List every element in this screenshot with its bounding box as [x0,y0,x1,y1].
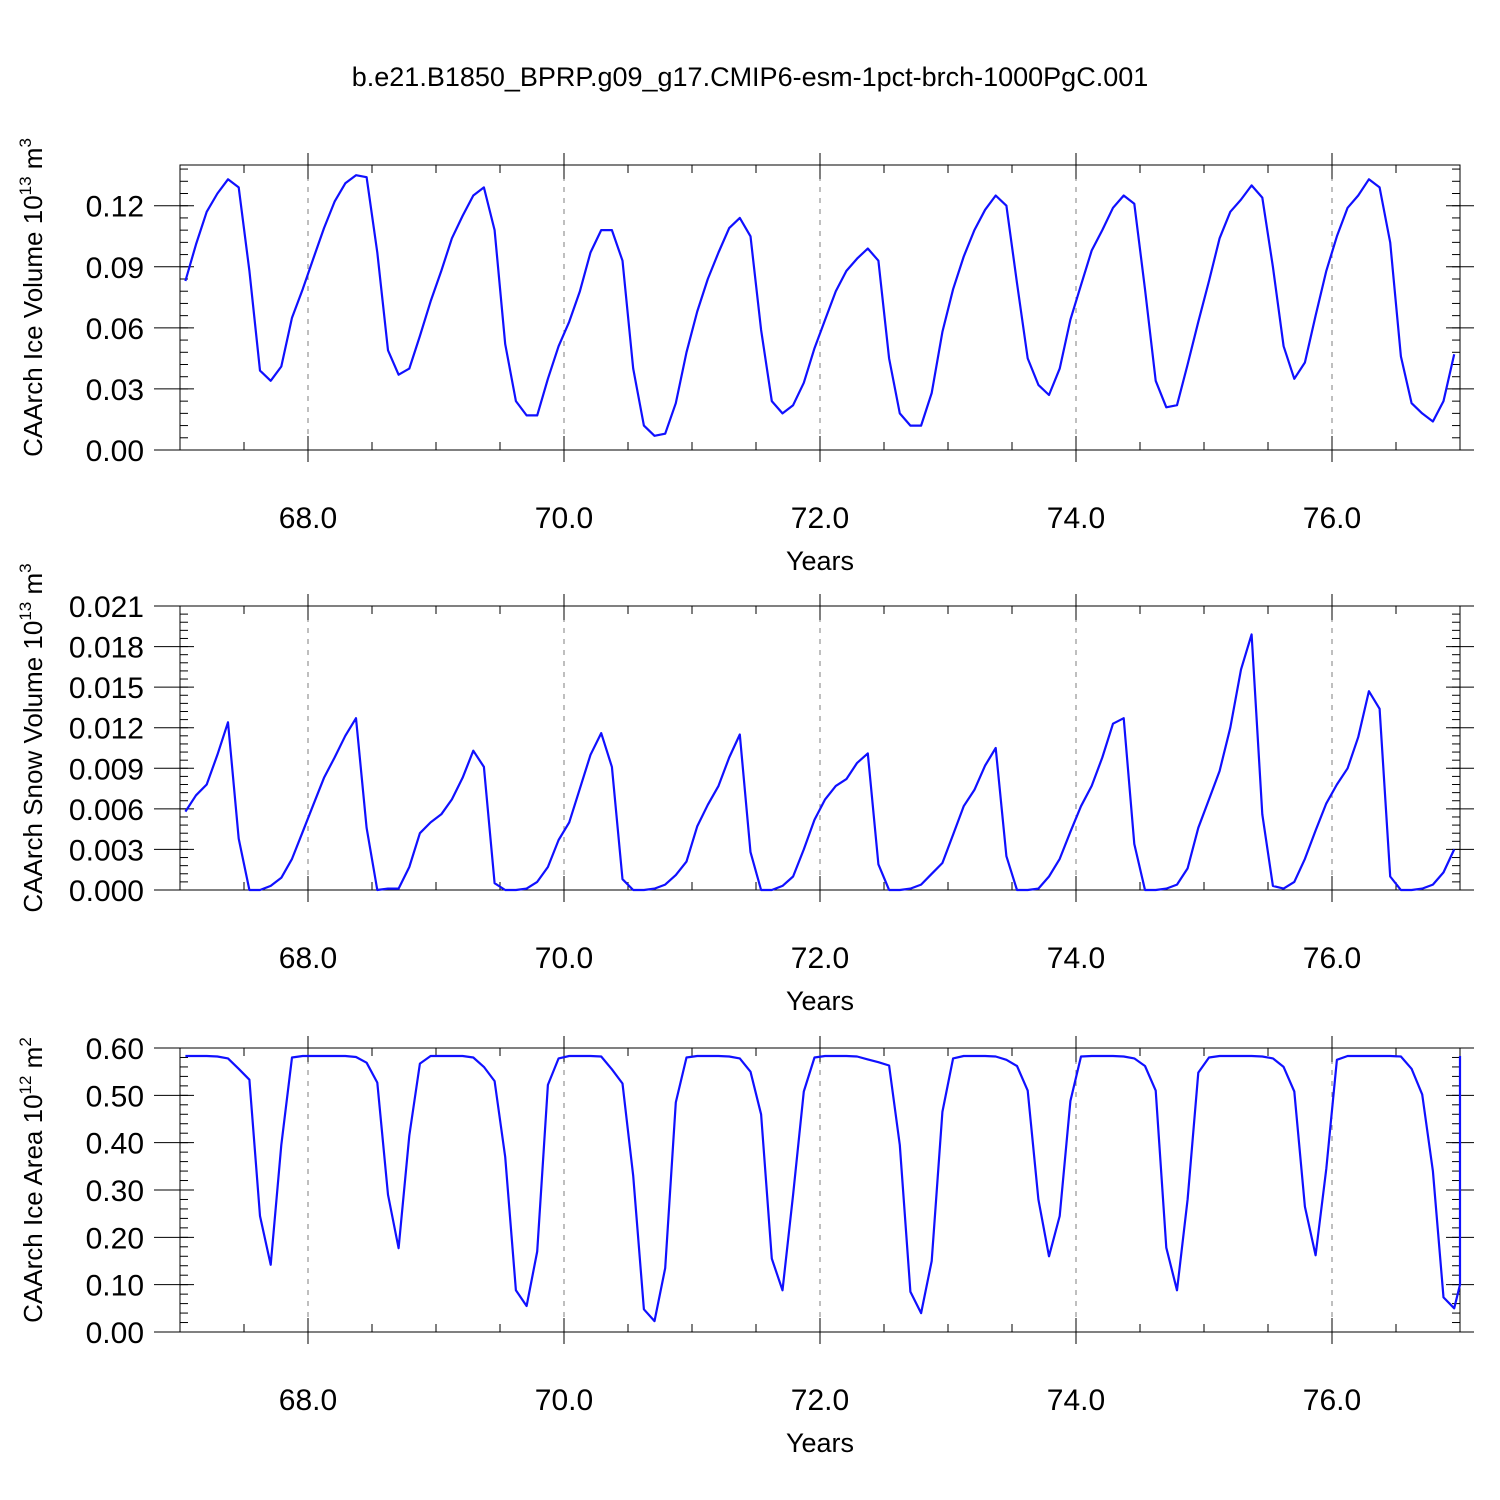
ice-volume-xtick-label-4: 76.0 [1303,502,1361,535]
snow-volume-ytick-label-7: 0.021 [69,591,144,624]
ice-area-ytick-label-3: 0.30 [86,1175,144,1208]
ice-area-panel: 68.0 70.0 72.0 74.0 76.0 0.00 0.10 0.20 0.30 0.40… [16,1033,1474,1458]
ice-area-ytick-label-6: 0.60 [86,1033,144,1066]
snow-volume-xtick-label-1: 70.0 [535,942,593,975]
ice-area-xtick-label-3: 74.0 [1047,1384,1105,1417]
snow-volume-ytick-label-6: 0.018 [69,632,144,665]
ice-area-ytick-label-4: 0.40 [86,1128,144,1161]
snow-volume-ytick-label-1: 0.003 [69,834,144,867]
ice-area-xtick-label-4: 76.0 [1303,1384,1361,1417]
ice-volume-series-line [184,174,1456,437]
snow-volume-panel: 68.0 70.0 72.0 74.0 76.0 0.000 0.003 0.006 0.009… [16,563,1474,1016]
ice-area-series-line [185,1054,1462,1323]
ice-volume-plot-frame [179,164,1461,451]
snow-volume-yaxis-label: CAArch Snow Volume 1013 m3 [16,563,48,912]
ice-volume-ytick-label-3: 0.09 [86,252,144,285]
ice-volume-xtick-label-1: 70.0 [535,502,593,535]
ice-area-ytick-label-5: 0.50 [86,1080,144,1113]
snow-volume-ytick-label-5: 0.015 [69,672,144,705]
snow-volume-xaxis-label: Years [786,986,854,1016]
ice-area-xtick-label-0: 68.0 [279,1384,337,1417]
ice-volume-xtick-label-2: 72.0 [791,502,849,535]
snow-volume-ytick-label-0: 0.000 [69,875,144,908]
ice-area-ytick-label-0: 0.00 [86,1317,144,1350]
ice-area-plot-frame [179,1047,1461,1333]
ice-volume-xaxis-label: Years [786,546,854,576]
ice-volume-ytick-label-1: 0.03 [86,374,144,407]
ice-area-xtick-label-2: 72.0 [791,1384,849,1417]
ice-area-xaxis-label: Years [786,1428,854,1458]
ice-volume-xtick-label-3: 74.0 [1047,502,1105,535]
ice-area-yaxis-label: CAArch Ice Area 1012 m2 [16,1037,48,1323]
ice-volume-ytick-label-2: 0.06 [86,313,144,346]
ice-volume-ytick-label-0: 0.00 [86,435,144,468]
ice-area-ytick-label-1: 0.10 [86,1270,144,1303]
ice-area-xtick-label-1: 70.0 [535,1384,593,1417]
snow-volume-ytick-label-2: 0.006 [69,794,144,827]
snow-volume-xtick-label-3: 74.0 [1047,942,1105,975]
snow-volume-ytick-label-3: 0.009 [69,753,144,786]
ice-volume-ytick-label-4: 0.12 [86,191,144,224]
ice-volume-panel: 68.0 70.0 72.0 74.0 76.0 0.00 0.03 0.06 0.09 0.12… [16,138,1474,576]
figure-title: b.e21.B1850_BPRP.g09_g17.CMIP6-esm-1pct-… [351,62,1149,92]
ice-area-ytick-label-2: 0.20 [86,1222,144,1255]
snow-volume-xtick-label-0: 68.0 [279,942,337,975]
snow-volume-xtick-label-4: 76.0 [1303,942,1361,975]
ice-volume-yaxis-label: CAArch Ice Volume 1013 m3 [16,138,48,457]
snow-volume-series-line [184,633,1456,892]
snow-volume-ytick-label-4: 0.012 [69,713,144,746]
snow-volume-plot-frame [179,605,1461,891]
ice-volume-xtick-label-0: 68.0 [279,502,337,535]
snow-volume-xtick-label-2: 72.0 [791,942,849,975]
